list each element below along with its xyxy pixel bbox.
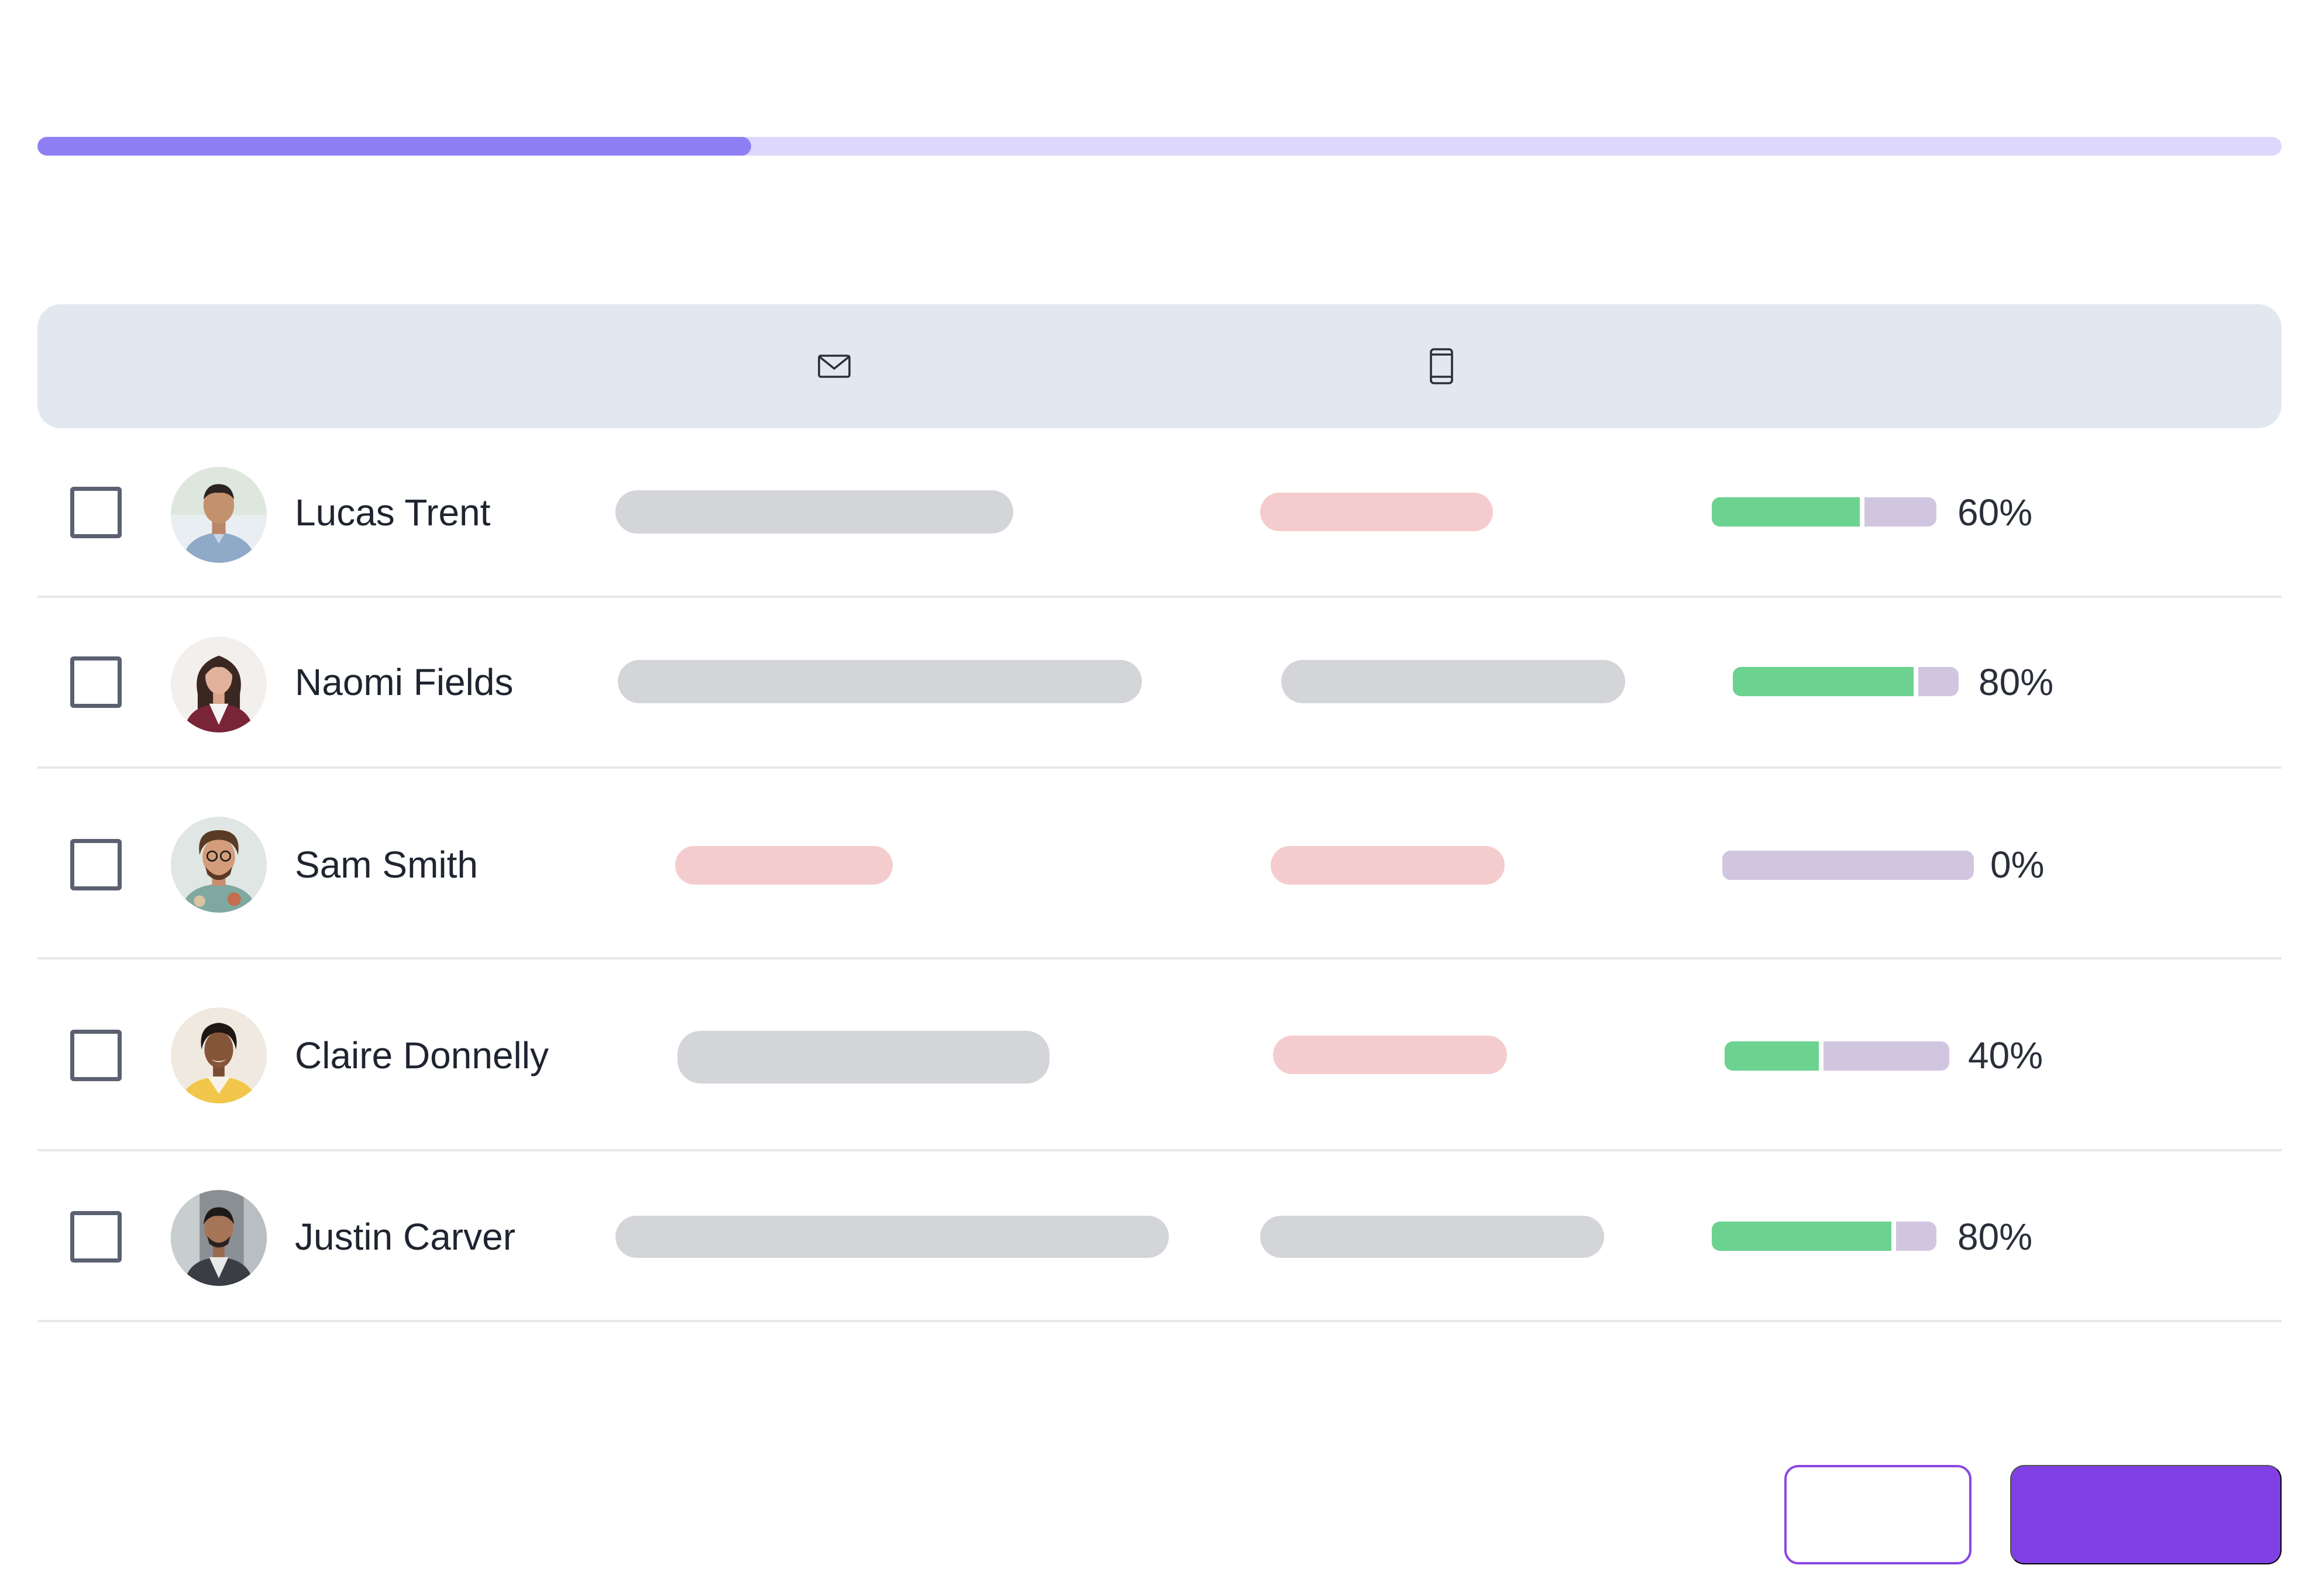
next-button[interactable]	[2010, 1465, 2282, 1564]
wizard-progress-fill	[37, 137, 751, 156]
table-row[interactable]: Claire Donnelly 40%	[37, 959, 2282, 1151]
email-placeholder	[618, 660, 1142, 703]
score-bar	[1712, 1222, 1936, 1251]
score-label: 60%	[1957, 491, 2033, 534]
email-placeholder	[615, 1216, 1169, 1258]
email-placeholder	[615, 490, 1013, 534]
score-bar-fill	[1733, 667, 1918, 696]
score-bar-fill	[1725, 1041, 1823, 1071]
score-label: 80%	[1957, 1216, 2033, 1258]
contact-name: Justin Carver	[295, 1216, 515, 1258]
phone-placeholder	[1273, 1036, 1507, 1074]
row-select-checkbox[interactable]	[70, 1030, 122, 1081]
avatar	[171, 817, 267, 913]
table-header	[37, 304, 2282, 428]
row-select-checkbox[interactable]	[70, 1211, 122, 1263]
avatar	[171, 637, 267, 732]
score-label: 80%	[1979, 661, 2054, 703]
row-select-checkbox[interactable]	[70, 656, 122, 708]
row-select-checkbox[interactable]	[70, 839, 122, 890]
email-placeholder	[677, 1031, 1050, 1084]
phone-placeholder	[1271, 846, 1505, 885]
table-row[interactable]: Naomi Fields 80%	[37, 598, 2282, 769]
score-label: 40%	[1968, 1034, 2043, 1076]
email-placeholder	[675, 846, 893, 885]
row-select-checkbox[interactable]	[70, 487, 122, 538]
table-row[interactable]: Justin Carver 80%	[37, 1151, 2282, 1322]
table-row[interactable]: Sam Smith 0%	[37, 769, 2282, 959]
score-bar	[1733, 667, 1959, 696]
score-bar	[1725, 1041, 1949, 1071]
contact-name: Lucas Trent	[295, 491, 491, 534]
avatar	[171, 467, 267, 563]
avatar	[171, 1007, 267, 1103]
phone-placeholder	[1260, 1216, 1604, 1258]
phone-placeholder	[1281, 660, 1625, 703]
mobile-phone-icon	[1420, 345, 1463, 387]
phone-placeholder	[1260, 493, 1493, 531]
score-label: 0%	[1990, 844, 2045, 886]
contact-name: Naomi Fields	[295, 661, 514, 703]
back-button[interactable]	[1784, 1465, 1972, 1564]
score-bar	[1712, 497, 1936, 527]
contact-name: Sam Smith	[295, 844, 478, 886]
wizard-progress-bar	[37, 137, 2282, 156]
contact-name: Claire Donnelly	[295, 1034, 549, 1076]
table-row[interactable]: Lucas Trent 60%	[37, 428, 2282, 598]
envelope-icon	[813, 345, 855, 387]
score-bar-fill	[1712, 1222, 1896, 1251]
score-bar	[1722, 851, 1974, 880]
score-bar-fill	[1712, 497, 1865, 527]
avatar	[171, 1190, 267, 1286]
